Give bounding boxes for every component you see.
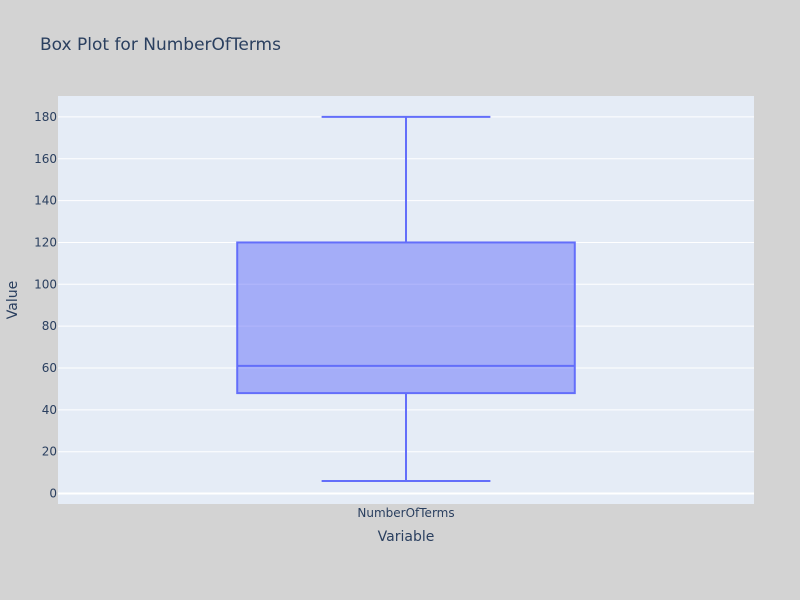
y-tick-label: 140: [34, 194, 57, 208]
iqr-box: [236, 241, 576, 395]
y-tick-label: 60: [42, 361, 57, 375]
y-tick-label: 160: [34, 152, 57, 166]
y-axis-title: Value: [5, 281, 21, 319]
y-tick-label: 80: [42, 319, 57, 333]
x-axis-title: Variable: [378, 529, 435, 545]
y-tick-label: 100: [34, 277, 57, 291]
y-tick-label: 180: [34, 110, 57, 124]
tick-layer: 0 20 40 60 80 100 120 140 160 180 NumberOfTerms: [34, 110, 455, 520]
box-layer: [236, 115, 576, 482]
y-tick-label: 40: [42, 403, 57, 417]
y-tick-label: 20: [42, 445, 57, 459]
x-tick-label: NumberOfTerms: [357, 506, 454, 520]
y-tick-label: 0: [49, 487, 57, 501]
y-tick-label: 120: [34, 235, 57, 249]
chart-title: Box Plot for NumberOfTerms: [40, 35, 281, 55]
